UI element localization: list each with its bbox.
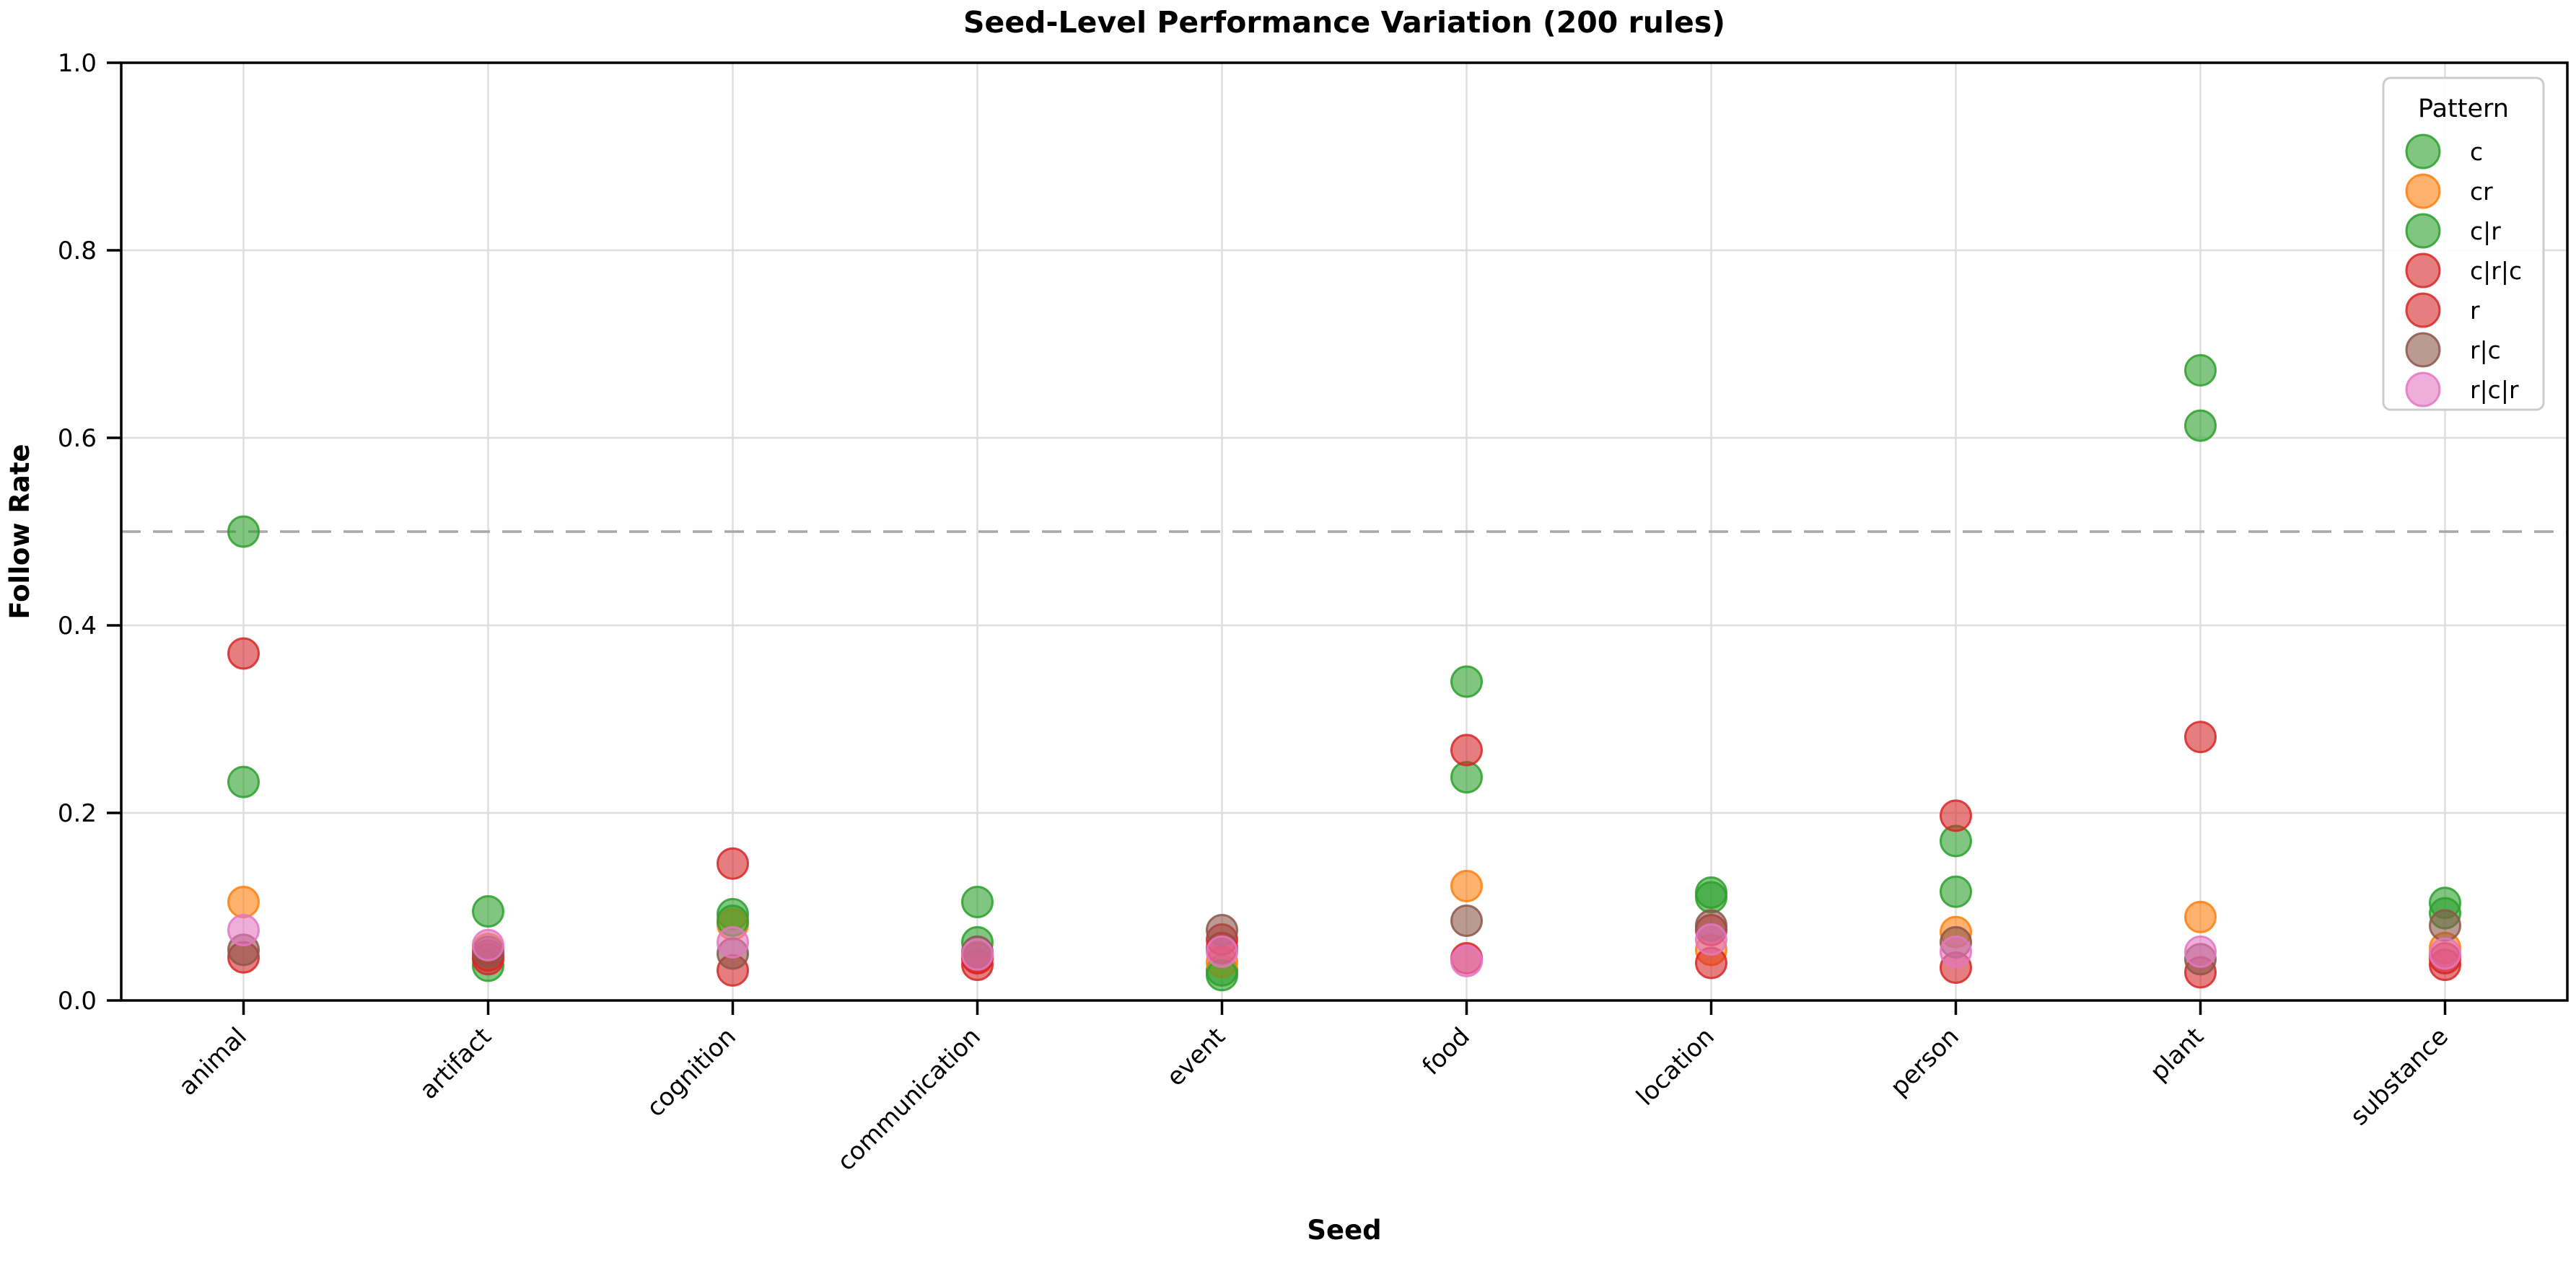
legend-label: c|r|c [2470,257,2522,285]
data-point [2184,409,2217,442]
data-point [1450,944,1483,977]
legend-swatch [2405,213,2441,249]
data-point [1450,761,1483,794]
legend: Pattern c cr c|r c|r|c r r|c r|c|r [2382,76,2545,411]
x-axis-label: Seed [1307,1215,1381,1246]
data-point [2429,937,2461,970]
data-point [2429,909,2461,942]
legend-swatch [2405,252,2441,289]
data-point [1206,935,1238,968]
data-point [227,515,260,548]
data-point [227,637,260,670]
legend-label: c [2470,138,2483,166]
data-point [2184,721,2217,754]
legend-swatch [2405,371,2441,408]
data-point [227,886,260,918]
data-point [717,847,749,880]
data-point [1695,881,1727,914]
data-point [1450,869,1483,902]
y-tick-label: 0.0 [58,987,97,1016]
data-point [1450,905,1483,937]
legend-swatch [2405,332,2441,368]
legend-box [2382,76,2545,411]
data-point [2184,353,2217,387]
y-axis-label: Follow Rate [4,444,35,619]
y-tick-label: 0.6 [58,424,97,453]
legend-swatch [2405,292,2441,328]
legend-label: r|c|r [2470,376,2519,404]
legend-swatch [2405,133,2441,170]
legend-title: Pattern [2418,94,2509,123]
data-point [1940,875,1972,908]
data-point [227,765,260,798]
data-point [227,914,260,946]
data-point [961,886,994,918]
y-tick-label: 1.0 [58,49,97,78]
legend-label: r [2470,296,2480,325]
plot-frame [120,61,2569,1002]
data-point [2184,935,2217,968]
y-tick-label: 0.8 [58,237,97,265]
series-r|c|r [227,914,2461,977]
data-point [1695,923,1727,956]
data-point [472,895,504,928]
y-tick-label: 0.2 [58,799,97,828]
legend-label: cr [2470,177,2493,206]
y-tick-label: 0.4 [58,612,97,641]
data-point [1450,665,1483,698]
data-point [961,938,994,971]
legend-label: r|c [2470,336,2501,364]
data-point [472,928,504,962]
legend-label: c|r [2470,217,2501,245]
data-point [1940,799,1972,832]
data-point [1940,935,1972,968]
data-point [1450,734,1483,767]
chart-title: Seed-Level Performance Variation (200 ru… [963,5,1725,40]
data-point [2184,900,2217,933]
legend-swatch [2405,173,2441,209]
data-point [717,925,749,959]
